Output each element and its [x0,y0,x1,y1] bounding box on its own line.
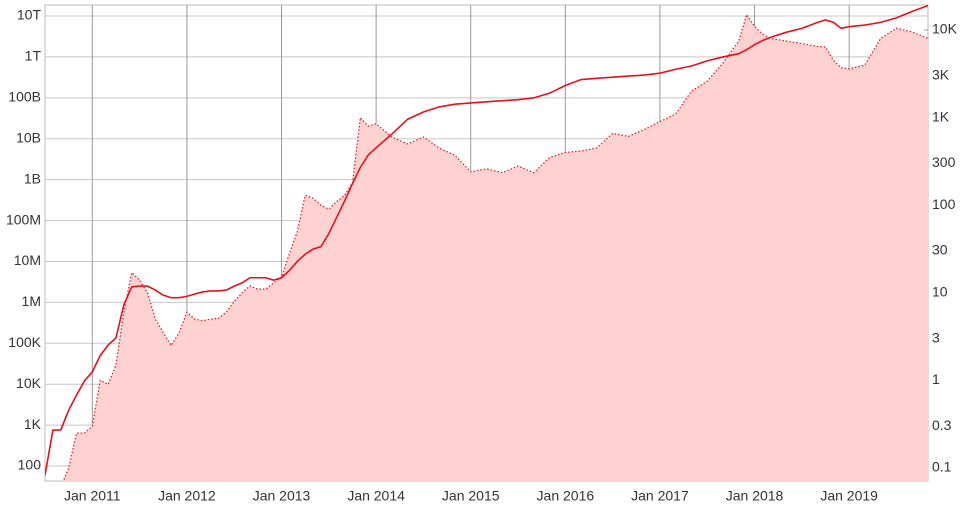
y2-tick-label: 1K [932,108,950,124]
y2-tick-label: 0.1 [932,459,952,475]
area [45,14,928,481]
y-tick-label: 10B [16,129,41,145]
y2-tick-label: 3K [932,67,950,83]
line [45,5,928,476]
x-tick-label: Jan 2019 [820,488,878,504]
x-tick-label: Jan 2012 [158,488,216,504]
x-tick-label: Jan 2015 [442,488,500,504]
x-tick-label: Jan 2014 [347,488,405,504]
y2-tick-label: 3 [932,329,940,345]
labels: 100 1K 10K 100K 1M 10M 100M 1B 10B 100B 1T 10T 0.1 0.… [6,7,958,504]
y-tick-label: 10T [17,7,42,23]
y-tick-label: 10M [14,252,41,268]
y-tick-label: 100B [8,89,41,105]
y-tick-label: 1B [24,170,41,186]
y-tick-label: 1T [25,48,42,64]
y2-tick-label: 10K [932,21,958,37]
y2-tick-label: 0.3 [932,417,952,433]
y-tick-label: 100 [18,457,42,473]
y2-tick-label: 100 [932,196,956,212]
x-tick-label: Jan 2013 [253,488,311,504]
x-tick-label: Jan 2017 [631,488,689,504]
y-tick-label: 100M [6,211,41,227]
marks [45,5,928,481]
x-tick-label: Jan 2011 [64,488,121,504]
line [52,13,928,481]
y2-tick-label: 30 [932,242,948,258]
y2-tick-label: 1 [932,371,940,387]
x-tick-label: Jan 2016 [537,488,595,504]
y-tick-label: 1K [24,416,42,432]
y-tick-label: 10K [16,375,42,391]
y2-tick-label: 300 [932,154,956,170]
y2-tick-label: 10 [932,283,948,299]
y-tick-label: 1M [22,293,41,309]
y-tick-label: 100K [8,334,41,350]
x-tick-label: Jan 2018 [726,488,784,504]
